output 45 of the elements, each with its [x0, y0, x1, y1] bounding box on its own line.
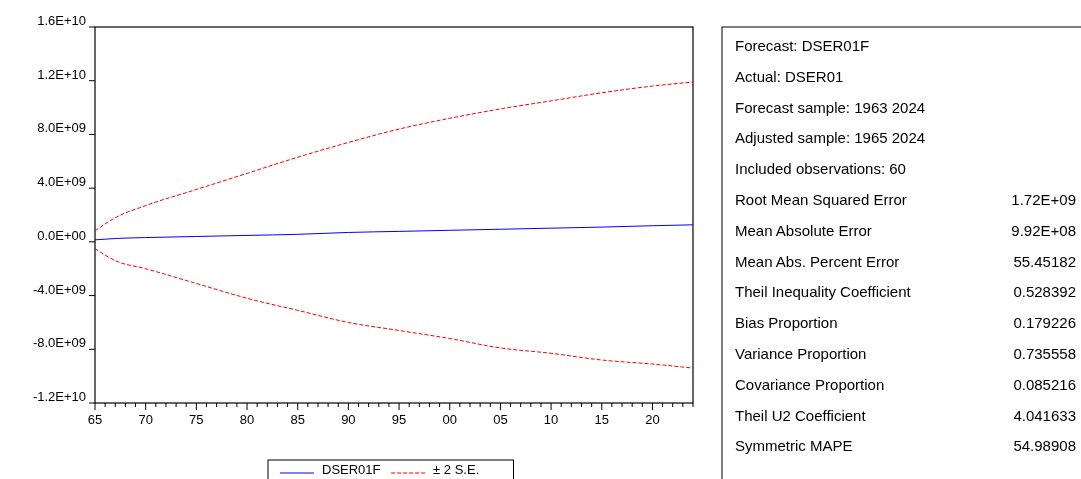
x-tick-label: 70 — [138, 412, 153, 427]
x-tick-label: 90 — [341, 412, 356, 427]
legend-label: ± 2 S.E. — [433, 462, 480, 477]
category-label: Variance Proportion — [735, 345, 867, 362]
category-label: Theil Inequality Coefficient — [735, 283, 912, 301]
text: 0.179226 — [1013, 314, 1076, 332]
category-label: Theil U2 Coefficient — [735, 406, 867, 424]
category-label: Mean Absolute Error — [735, 221, 872, 239]
x-tick-label: 00 — [442, 412, 457, 427]
text: 0.735558 — [1013, 345, 1076, 362]
x-tick-label: 85 — [290, 412, 305, 427]
y-tick-label: 1.2E+10 — [37, 66, 86, 82]
text: 55.45182 — [1013, 252, 1076, 270]
category-label: Bias Proportion — [735, 314, 838, 332]
y-tick-label: 8.0E+09 — [37, 120, 86, 136]
text: 1.72E+09 — [1011, 191, 1076, 208]
x-tick-label: 05 — [493, 412, 508, 427]
x-tick-label: 65 — [87, 412, 103, 427]
y-tick-label: -1.2E+10 — [32, 389, 86, 404]
text: 0.085216 — [1013, 375, 1076, 393]
x-tick-label: 95 — [391, 412, 407, 427]
category-label: Included observations: 60 — [735, 160, 906, 178]
x-tick-label: 75 — [189, 412, 204, 427]
y-tick-label: 4.0E+09 — [37, 174, 86, 190]
category-label: Actual: DSER01 — [735, 67, 844, 85]
x-tick-label: 20 — [645, 412, 660, 427]
y-tick-label: -4.0E+09 — [32, 281, 86, 297]
category-label: Root Mean Squared Error — [735, 191, 907, 208]
text: 9.92E+08 — [1011, 221, 1076, 239]
text: 0.528392 — [1013, 283, 1076, 301]
text: 4.041633 — [1013, 406, 1076, 424]
y-tick-label: -8.0E+09 — [32, 335, 86, 351]
category-label: Forecast sample: 1963 2024 — [735, 98, 926, 116]
x-tick-label: 15 — [594, 412, 610, 427]
y-tick-label: 0.0E+00 — [37, 227, 86, 243]
legend-label: DSER01F — [322, 462, 381, 477]
x-tick-label: 80 — [239, 412, 255, 427]
category-label: Forecast: DSER01F — [735, 37, 870, 54]
y-tick-label: 1.6E+10 — [37, 13, 86, 28]
category-label: Covariance Proportion — [735, 375, 885, 393]
category-label: Mean Abs. Percent Error — [735, 252, 900, 270]
text: 54.98908 — [1013, 437, 1076, 455]
category-label: Adjusted sample: 1965 2024 — [735, 129, 926, 147]
x-tick-label: 10 — [543, 412, 559, 427]
category-label: Symmetric MAPE — [735, 437, 853, 455]
